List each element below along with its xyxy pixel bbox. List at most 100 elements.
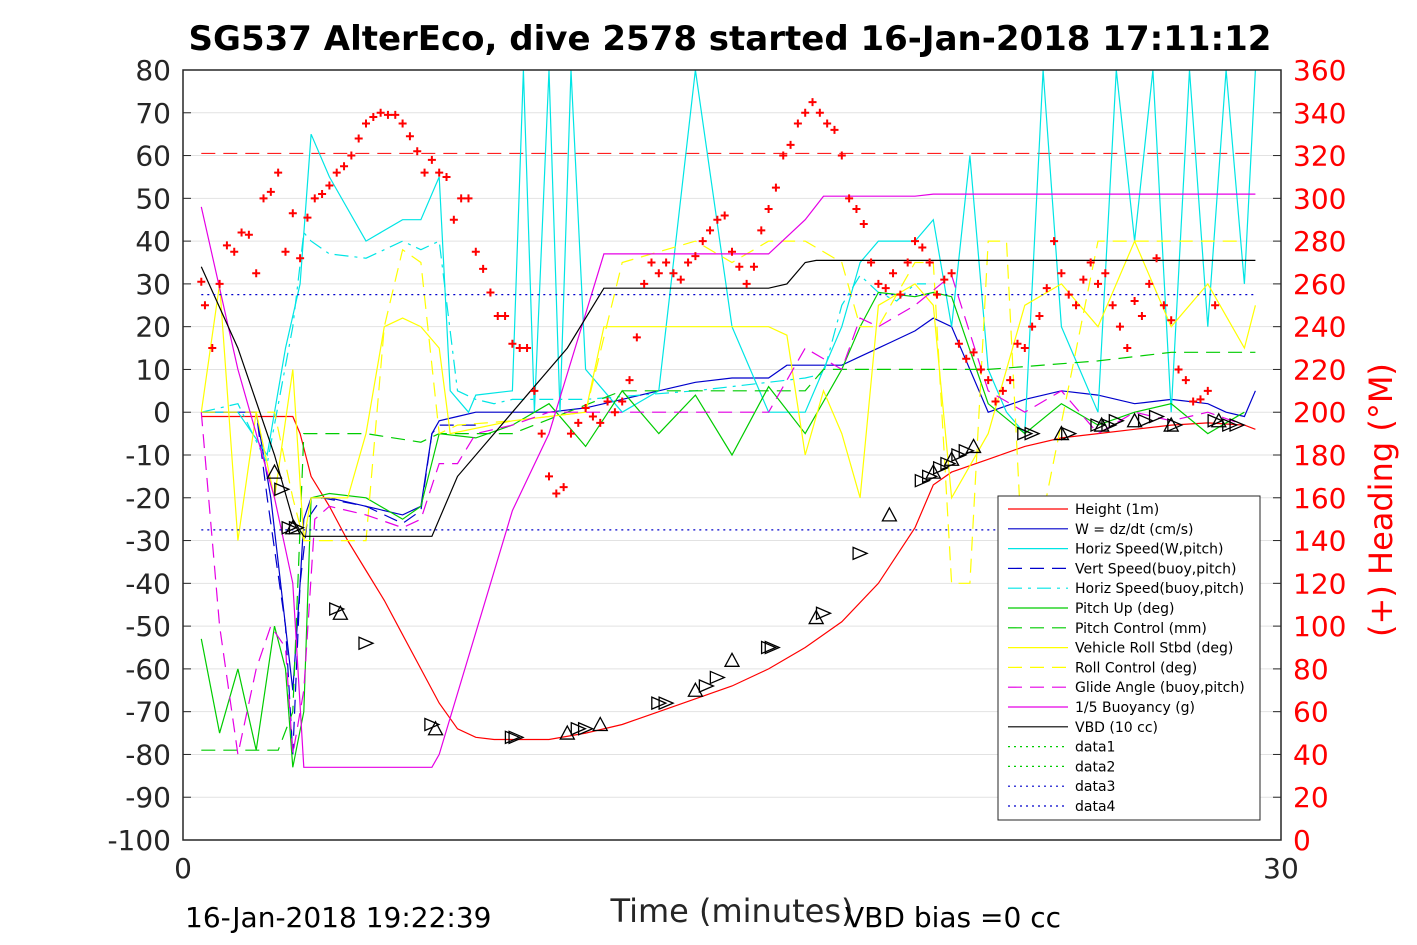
heading-point — [442, 172, 451, 181]
sample-marker — [852, 546, 869, 561]
sample-marker — [881, 506, 898, 522]
sample-marker — [288, 520, 306, 535]
heading-point — [618, 397, 627, 406]
right-tick-label: 20 — [1293, 781, 1329, 814]
sample-marker — [925, 463, 942, 479]
heading-point — [1159, 301, 1168, 310]
heading-point — [340, 162, 349, 171]
heading-point — [640, 279, 649, 288]
heading-point — [962, 354, 971, 363]
y-tick-label: -50 — [125, 610, 171, 643]
heading-point — [288, 209, 297, 218]
heading-point — [449, 215, 458, 224]
series-lines — [200, 69, 1256, 768]
heading-point — [779, 151, 788, 160]
series-line-10 — [200, 193, 1256, 768]
sample-marker — [504, 730, 522, 745]
heading-point — [362, 119, 370, 128]
heading-point — [691, 252, 700, 261]
x-axis-label: Time (minutes) — [610, 892, 854, 930]
sample-marker — [1207, 413, 1224, 428]
heading-point — [1130, 297, 1139, 305]
heading-point — [808, 98, 817, 107]
right-tick-label: 40 — [1293, 738, 1329, 771]
heading-point — [676, 275, 685, 284]
legend-label: Pitch Up (deg) — [1075, 601, 1174, 617]
heading-point — [354, 134, 363, 143]
y-tick-label: 80 — [135, 54, 171, 87]
heading-point — [662, 258, 671, 267]
heading-point — [1145, 279, 1154, 288]
heading-point — [413, 147, 422, 156]
right-axis-ticks: 3603403203002802602402202001801601401201… — [1273, 54, 1346, 857]
heading-point — [728, 247, 736, 256]
right-tick-label: 100 — [1293, 610, 1346, 643]
right-axis-label: (+) Heading (°M) — [1362, 363, 1400, 637]
series-line-9 — [200, 274, 1245, 755]
y-tick-label: -100 — [107, 824, 171, 857]
heading-point — [1167, 316, 1176, 325]
heading-point — [735, 262, 744, 271]
footer-timestamp: 16-Jan-2018 19:22:39 — [185, 901, 491, 934]
heading-point — [1006, 376, 1015, 385]
heading-point — [984, 376, 993, 385]
sample-marker — [274, 482, 291, 497]
heading-point — [464, 194, 473, 203]
sample-marker — [921, 469, 939, 484]
heading-point — [998, 386, 1007, 395]
sample-marker — [965, 438, 982, 454]
heading-point — [625, 376, 634, 385]
sample-marker — [709, 670, 727, 685]
heading-point — [793, 119, 802, 128]
heading-point — [398, 119, 407, 128]
heading-point — [1174, 365, 1183, 374]
legend-label: VBD (10 cc) — [1075, 720, 1158, 736]
series-line-8 — [201, 240, 1245, 605]
heading-point — [632, 333, 641, 342]
right-tick-label: 80 — [1293, 653, 1329, 686]
y-tick-label: -60 — [125, 653, 171, 686]
legend-label: W = dz/dt (cm/s) — [1075, 522, 1194, 538]
sample-marker — [358, 636, 375, 651]
heading-point — [837, 151, 846, 160]
heading-point — [332, 168, 341, 177]
x-axis-ticks: 0 30 — [174, 852, 1299, 885]
heading-point — [1123, 344, 1132, 353]
heading-point — [1101, 269, 1110, 278]
heading-point — [237, 228, 246, 237]
sample-marker — [332, 604, 349, 620]
heading-point — [347, 151, 356, 160]
heading-point — [1108, 301, 1117, 310]
right-tick-label: 140 — [1293, 525, 1346, 558]
heading-point — [1152, 254, 1161, 263]
heading-point — [874, 279, 883, 288]
legend-label: Horiz Speed(buoy,pitch) — [1075, 581, 1244, 597]
sample-marker — [698, 679, 716, 693]
heading-point — [566, 429, 575, 438]
heading-point — [896, 290, 905, 299]
heading-point — [889, 269, 898, 278]
y-tick-label: -30 — [125, 525, 171, 558]
heading-point — [1050, 237, 1059, 246]
footer-vbd-bias: VBD bias =0 cc — [845, 901, 1061, 934]
heading-point — [457, 194, 466, 203]
heading-point — [1115, 322, 1124, 331]
heading-point — [252, 269, 261, 278]
sample-marker — [1229, 418, 1246, 433]
heading-point — [259, 194, 268, 203]
sample-marker — [577, 721, 595, 736]
right-tick-label: 240 — [1293, 311, 1346, 344]
series-line-0 — [201, 415, 1256, 741]
heading-point — [801, 108, 810, 117]
heading-point — [771, 183, 780, 192]
right-tick-label: 300 — [1293, 182, 1346, 215]
y-tick-label: 30 — [135, 268, 171, 301]
heading-point — [318, 190, 327, 199]
heading-point — [325, 181, 334, 190]
heading-point — [830, 125, 839, 134]
left-axis-ticks: 80 70 60 50 40 30 20 10 0 -10 -20 -30 -40 -50 -60 -70 -8… — [107, 54, 191, 857]
heading-point — [654, 269, 663, 278]
heading-point — [1057, 269, 1066, 278]
legend: Height (1m) W = dz/dt (cm/s) Horiz Speed(W… — [997, 495, 1261, 821]
heading-point — [1035, 311, 1044, 320]
